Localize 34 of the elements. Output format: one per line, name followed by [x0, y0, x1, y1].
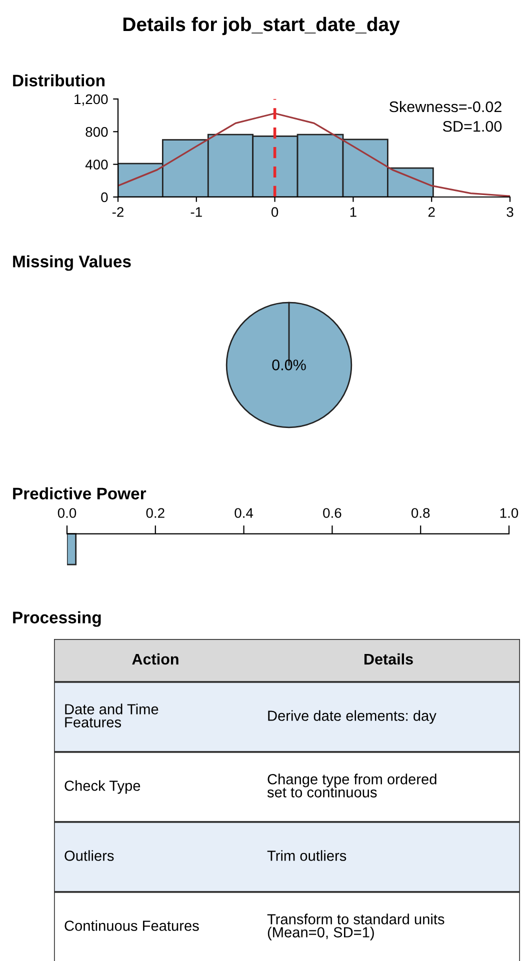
x-tick-label: 0.8: [411, 508, 430, 518]
x-tick-label: 0: [271, 207, 278, 217]
x-tick-label: 0.0: [58, 508, 76, 518]
category-label: Check Type: [64, 780, 140, 794]
x-tick-label: 2: [428, 207, 435, 217]
x-tick-label: -2: [112, 207, 124, 217]
x-tick-label: -1: [190, 207, 202, 217]
category-label: Change type from ordered set to continuous: [267, 774, 436, 798]
category-label: Transform to standard units (Mean=0, SD=1): [267, 914, 444, 940]
x-tick-label: 1.0: [500, 508, 518, 518]
category-label: Date and Time Features: [65, 704, 158, 728]
x-tick-label: 3: [506, 207, 514, 217]
category-label: Continuous Features: [64, 920, 199, 931]
x-tick-label: 0.4: [234, 508, 254, 518]
text: 0.0%: [272, 360, 306, 370]
annotation: SD=1.00: [442, 120, 502, 132]
category-label: Details: [364, 653, 413, 665]
text: Processing: [13, 611, 101, 627]
chart-title: Details for job_start_date_day: [123, 16, 400, 36]
category-label: Outliers: [64, 850, 114, 861]
y-tick-label: 0: [101, 192, 108, 202]
x-tick-label: 0.6: [323, 508, 342, 518]
x-tick-label: 0.2: [146, 508, 164, 518]
x-tick-label: 1: [350, 207, 356, 217]
category-label: Trim outliers: [267, 850, 346, 861]
category-label: Derive date elements: day: [268, 710, 436, 724]
y-tick-label: 1,200: [74, 94, 108, 106]
chart-title: Predictive Power: [13, 487, 146, 500]
y-tick-label: 800: [86, 127, 108, 137]
category-label: Action: [132, 653, 178, 665]
chart-subtitle: Distribution: [13, 74, 104, 86]
text: Missing Values: [13, 255, 131, 271]
y-tick-label: 400: [85, 160, 108, 170]
annotation: Skewness=-0.02: [389, 100, 502, 112]
